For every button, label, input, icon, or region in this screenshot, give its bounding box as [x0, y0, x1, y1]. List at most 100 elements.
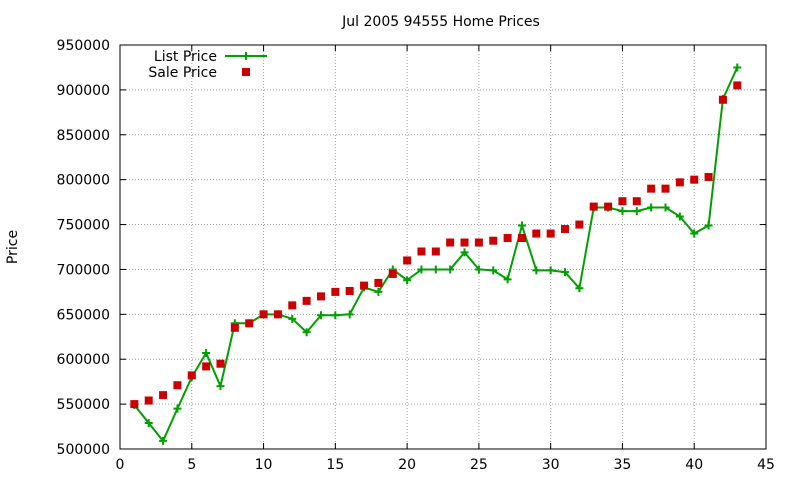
data-point — [503, 234, 512, 243]
grid-lines — [120, 45, 766, 449]
data-point — [202, 362, 211, 371]
data-point — [159, 436, 168, 445]
data-point — [302, 328, 311, 337]
data-point — [316, 292, 325, 301]
data-point — [489, 266, 498, 275]
data-point — [647, 203, 656, 212]
data-point — [661, 203, 670, 212]
x-tick-label: 5 — [187, 457, 196, 473]
data-point — [144, 396, 153, 405]
data-point — [675, 212, 684, 221]
data-point — [345, 286, 354, 295]
data-point — [245, 319, 254, 328]
data-point — [187, 371, 196, 380]
chart-title: Jul 2005 94555 Home Prices — [341, 14, 540, 30]
axis-ticks — [119, 44, 767, 450]
data-point — [388, 269, 397, 278]
x-tick-label: 15 — [326, 457, 344, 473]
data-point — [460, 238, 469, 247]
y-tick-label: 550000 — [57, 397, 110, 413]
data-point — [202, 348, 211, 357]
data-point — [345, 310, 354, 319]
data-point — [489, 236, 498, 245]
data-point — [259, 310, 268, 319]
data-point — [704, 172, 713, 181]
x-tick-label: 35 — [614, 457, 632, 473]
x-tick-label: 25 — [470, 457, 488, 473]
data-point — [632, 207, 641, 216]
data-point — [288, 314, 297, 323]
data-point — [704, 221, 713, 230]
data-point — [618, 207, 627, 216]
data-point — [733, 63, 742, 72]
y-tick-label: 800000 — [57, 173, 110, 189]
data-point — [532, 266, 541, 275]
data-point — [661, 184, 670, 193]
data-point — [546, 229, 555, 238]
legend-label: Sale Price — [148, 65, 217, 81]
data-point — [159, 391, 168, 400]
data-point — [632, 197, 641, 206]
x-tick-label: 30 — [542, 457, 560, 473]
data-point — [130, 400, 139, 409]
data-point — [733, 81, 742, 90]
x-tick-label: 45 — [757, 457, 775, 473]
legend-plus-swatch — [242, 52, 250, 60]
y-tick-label: 600000 — [57, 352, 110, 368]
data-point — [675, 178, 684, 187]
data-point — [604, 202, 613, 211]
data-point — [316, 311, 325, 320]
data-point — [302, 296, 311, 305]
y-tick-label: 850000 — [57, 128, 110, 144]
data-point — [718, 95, 727, 104]
data-point — [417, 265, 426, 274]
data-point — [460, 248, 469, 257]
series-layer — [130, 63, 742, 445]
data-point — [517, 234, 526, 243]
x-tick-label: 20 — [398, 457, 416, 473]
y-axis-label: Price — [5, 230, 21, 264]
data-point — [216, 359, 225, 368]
y-tick-label: 900000 — [57, 83, 110, 99]
data-point — [618, 197, 627, 206]
legend-label: List Price — [154, 49, 217, 65]
x-tick-label: 40 — [685, 457, 703, 473]
y-tick-label: 500000 — [57, 442, 110, 458]
data-point — [216, 382, 225, 391]
data-point — [331, 311, 340, 320]
data-point — [173, 381, 182, 390]
data-point — [546, 266, 555, 275]
data-point — [647, 184, 656, 193]
data-point — [374, 287, 383, 296]
data-point — [173, 404, 182, 413]
y-tick-label: 650000 — [57, 307, 110, 323]
data-point — [403, 256, 412, 265]
data-point — [374, 278, 383, 287]
plot-frame — [119, 44, 767, 450]
tick-labels: 0 5 10 15 20 25 30 35 40 45 500000 550000 600000 6500… — [57, 38, 775, 473]
data-point — [144, 418, 153, 427]
data-point — [431, 265, 440, 274]
data-point — [474, 238, 483, 247]
data-point — [431, 247, 440, 256]
data-point — [690, 229, 699, 238]
data-point — [517, 221, 526, 230]
y-tick-label: 700000 — [57, 262, 110, 278]
data-point — [690, 175, 699, 184]
data-point — [273, 310, 282, 319]
data-point — [575, 284, 584, 293]
y-tick-label: 750000 — [57, 218, 110, 234]
data-point — [446, 265, 455, 274]
data-point — [503, 275, 512, 284]
data-point — [288, 301, 297, 310]
legend-square-swatch — [242, 68, 250, 76]
data-point — [589, 202, 598, 211]
data-point — [575, 220, 584, 229]
x-tick-label: 10 — [255, 457, 273, 473]
data-point — [403, 276, 412, 285]
data-point — [230, 323, 239, 332]
data-point — [474, 265, 483, 274]
x-tick-label: 0 — [116, 457, 125, 473]
